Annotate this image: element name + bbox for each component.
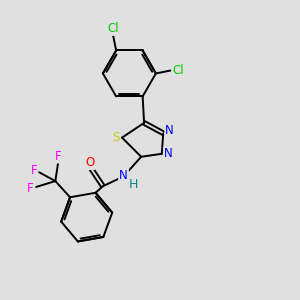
Text: F: F [55,149,62,163]
Text: Cl: Cl [172,64,184,77]
Text: H: H [129,178,139,190]
Text: N: N [165,124,174,137]
Text: N: N [119,169,128,182]
Text: F: F [27,182,34,195]
Text: F: F [31,164,37,177]
Text: N: N [164,147,172,160]
Text: O: O [85,156,94,169]
Text: S: S [112,131,119,144]
Text: Cl: Cl [107,22,119,35]
